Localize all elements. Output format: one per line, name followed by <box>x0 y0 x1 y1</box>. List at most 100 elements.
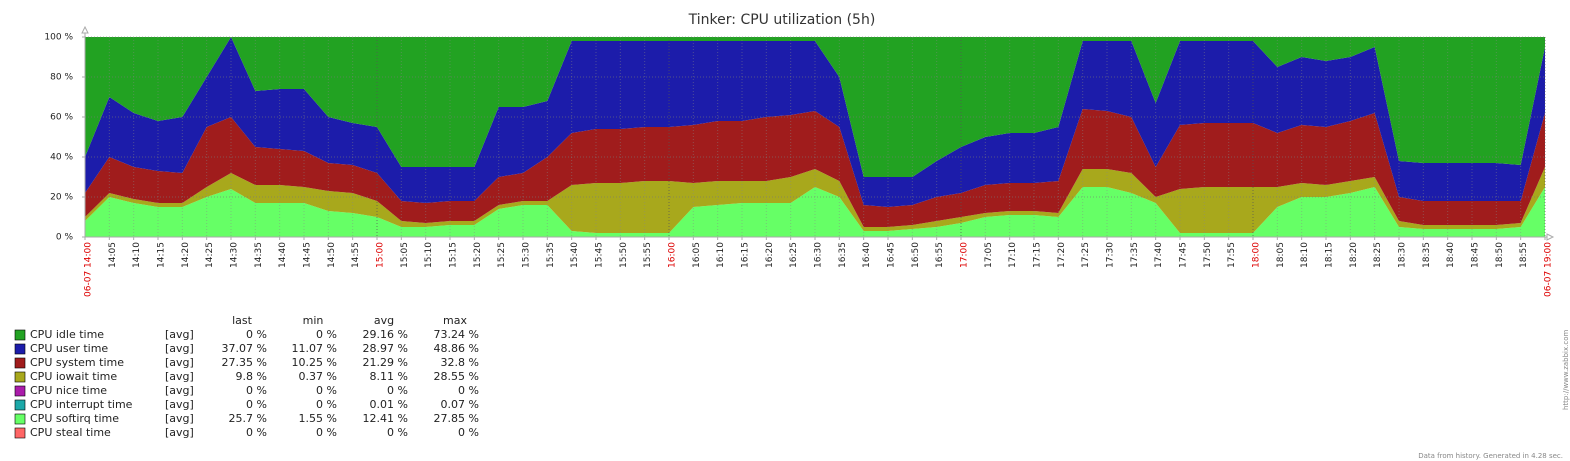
legend-stat: 0 % <box>246 398 267 411</box>
x-tick-label: 15:55 <box>643 242 653 268</box>
legend-func: [avg] <box>165 342 194 355</box>
x-tick-label: 16:20 <box>765 242 775 268</box>
y-tick-label: 100 % <box>44 33 73 43</box>
x-tick-label: 17:50 <box>1203 242 1213 268</box>
y-tick-label: 60 % <box>50 113 73 123</box>
legend-swatch <box>14 357 26 369</box>
legend-header: last <box>232 314 253 327</box>
x-tick-label: 16:50 <box>911 242 921 268</box>
x-tick-label: 18:30 <box>1398 242 1408 268</box>
legend-swatch <box>14 371 26 383</box>
legend-stat: 0 % <box>316 426 337 439</box>
x-tick-label: 18:55 <box>1519 242 1529 268</box>
x-tick-label: 18:10 <box>1300 242 1310 268</box>
x-tick-label: 17:45 <box>1179 242 1189 268</box>
x-axis-arrow <box>1546 233 1555 241</box>
legend-stat: 0 % <box>316 384 337 397</box>
legend-func: [avg] <box>165 398 194 411</box>
y-tick-label: 0 % <box>56 233 74 243</box>
x-tick-label: 18:50 <box>1495 242 1505 268</box>
x-tick-label: 17:20 <box>1057 242 1067 268</box>
x-tick-label: 16:25 <box>789 242 799 268</box>
x-tick-label: 16:05 <box>692 242 702 268</box>
x-tick-label: 17:55 <box>1227 242 1237 268</box>
x-tick-label: 15:20 <box>473 242 483 268</box>
legend-stat: 73.24 % <box>434 328 479 341</box>
legend-stat: 28.97 % <box>363 342 408 355</box>
legend-stat: 0 % <box>246 328 267 341</box>
x-tick-label: 17:40 <box>1154 242 1164 268</box>
legend-header: min <box>303 314 324 327</box>
y-tick-label: 40 % <box>50 153 73 163</box>
x-tick-label: 16:10 <box>716 242 726 268</box>
legend-label: CPU nice time <box>30 384 107 397</box>
legend-swatch <box>14 385 26 397</box>
x-tick-label: 14:30 <box>230 242 240 268</box>
legend-swatch <box>14 413 26 425</box>
legend-swatch <box>14 427 26 439</box>
x-tick-label: 18:40 <box>1446 242 1456 268</box>
x-tick-label: 14:15 <box>157 242 167 268</box>
x-tick-label: 14:50 <box>327 242 337 268</box>
y-tick-label: 80 % <box>50 73 73 83</box>
area <box>85 187 1545 237</box>
legend-stat: 28.55 % <box>434 370 479 383</box>
x-tick-label: 18:20 <box>1349 242 1359 268</box>
legend-stat: 0 % <box>458 384 479 397</box>
legend-stat: 29.16 % <box>363 328 408 341</box>
legend-stat: 0 % <box>387 426 408 439</box>
x-tick-label: 14:45 <box>303 242 313 268</box>
x-tick-label: 16:35 <box>838 242 848 268</box>
x-tick-label: 15:05 <box>400 242 410 268</box>
x-tick-label: 16:55 <box>935 242 945 268</box>
legend-header: avg <box>374 314 394 327</box>
x-tick-label: 14:25 <box>205 242 215 268</box>
x-tick-label: 15:00 <box>376 242 386 268</box>
x-tick-label: 15:15 <box>449 242 459 268</box>
legend-func: [avg] <box>165 384 194 397</box>
legend-stat: 0.01 % <box>370 398 408 411</box>
legend-stat: 0.07 % <box>441 398 479 411</box>
legend-swatch <box>14 343 26 355</box>
legend-stat: 12.41 % <box>363 412 408 425</box>
legend-label: CPU steal time <box>30 426 111 439</box>
x-tick-label: 15:45 <box>595 242 605 268</box>
x-tick-label: 16:15 <box>741 242 751 268</box>
legend-stat: 8.11 % <box>370 370 408 383</box>
x-tick-label: 14:40 <box>278 242 288 268</box>
x-tick-label: 14:55 <box>351 242 361 268</box>
legend-stat: 0 % <box>246 384 267 397</box>
y-tick-label: 20 % <box>50 193 73 203</box>
chart-title: Tinker: CPU utilization (5h) <box>688 12 876 28</box>
x-tick-label: 16:30 <box>814 242 824 268</box>
legend-stat: 21.29 % <box>363 356 408 369</box>
legend-func: [avg] <box>165 412 194 425</box>
x-tick-label: 17:15 <box>1033 242 1043 268</box>
x-tick-label: 16:45 <box>887 242 897 268</box>
x-tick-label: 18:05 <box>1276 242 1286 268</box>
legend-stat: 48.86 % <box>434 342 479 355</box>
legend-func: [avg] <box>165 328 194 341</box>
x-tick-label: 15:35 <box>546 242 556 268</box>
legend-func: [avg] <box>165 356 194 369</box>
legend-swatch <box>14 329 26 341</box>
x-tick-label: 18:25 <box>1373 242 1383 268</box>
legend-stat: 27.35 % <box>222 356 267 369</box>
side-note: http://www.zabbix.com <box>1562 330 1570 410</box>
x-tick-label: 17:30 <box>1106 242 1116 268</box>
x-tick-label: 14:05 <box>108 242 118 268</box>
x-tick-label: 17:10 <box>1008 242 1018 268</box>
x-tick-label: 17:00 <box>960 242 970 268</box>
x-tick-label: 15:25 <box>497 242 507 268</box>
x-tick-label: 14:20 <box>181 242 191 268</box>
legend-label: CPU iowait time <box>30 370 117 383</box>
legend-stat: 0 % <box>316 398 337 411</box>
legend-label: CPU idle time <box>30 328 104 341</box>
legend-stat: 25.7 % <box>229 412 267 425</box>
area <box>85 109 1545 227</box>
legend-stat: 10.25 % <box>292 356 337 369</box>
legend-header: max <box>443 314 467 327</box>
y-axis-arrow <box>81 25 89 34</box>
x-tick-label: 18:15 <box>1325 242 1335 268</box>
